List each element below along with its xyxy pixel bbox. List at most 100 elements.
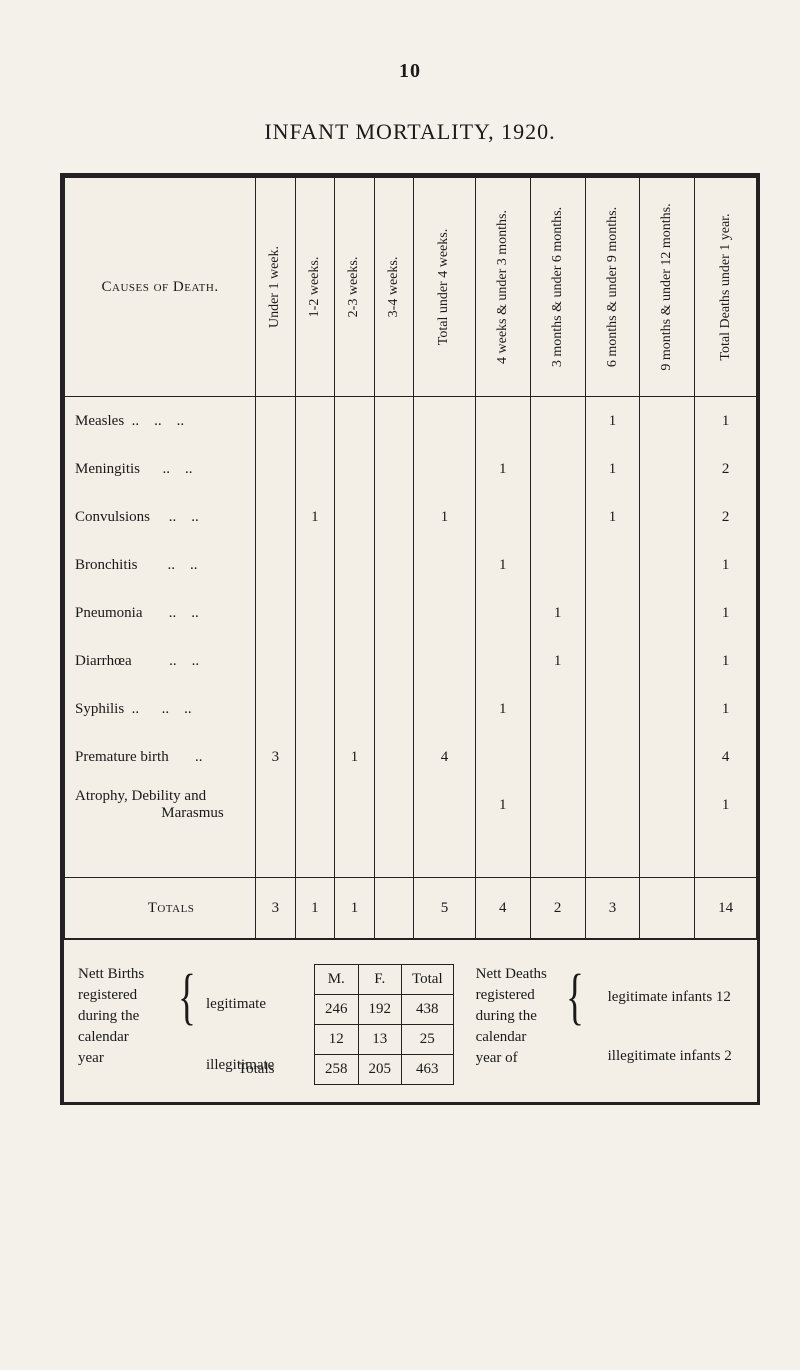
spacer-row [65,829,757,878]
cell [295,397,335,446]
col-1: 1-2 weeks. [295,178,335,397]
totals-cell [374,878,414,939]
table-row: Bronchitis .. ..11 [65,541,757,589]
cell [256,589,296,637]
col-7: 6 months & under 9 months. [585,178,640,397]
cell: 1 [475,781,530,829]
cell [640,445,695,493]
cell: 1 [295,493,335,541]
cause-name: Diarrhœa .. .. [65,637,256,685]
cell [414,781,476,829]
cell: 1 [335,733,375,781]
cause-name: Atrophy, Debility and Marasmus [65,781,256,829]
totals-cell: 4 [475,878,530,939]
cell [256,637,296,685]
totals-cell: 5 [414,878,476,939]
cell [640,781,695,829]
col-4: Total under 4 weeks. [414,178,476,397]
causes-label: Causes of Death. [102,279,219,295]
cell [256,685,296,733]
page: 10 INFANT MORTALITY, 1920. ❧ Causes of D… [0,0,800,1370]
cell [374,685,414,733]
cause-name: Syphilis .. .. .. [65,685,256,733]
totals-cell: 3 [585,878,640,939]
mortality-table: Causes of Death. Under 1 week. 1-2 weeks… [64,177,757,939]
cell [585,637,640,685]
cell [585,781,640,829]
cell [530,397,585,446]
col-9: Total Deaths under 1 year. [695,178,757,397]
cell [374,733,414,781]
cell [335,637,375,685]
cell [475,397,530,446]
cell [530,685,585,733]
cell [335,589,375,637]
cell [640,733,695,781]
cause-name: Pneumonia .. .. [65,589,256,637]
totals-cell: 1 [335,878,375,939]
cell [295,637,335,685]
cell [640,397,695,446]
table-row: Convulsions .. ..1112 [65,493,757,541]
cell: 1 [695,397,757,446]
cell: 2 [695,445,757,493]
cell [335,397,375,446]
cell [640,685,695,733]
col-5: 4 weeks & under 3 months. [475,178,530,397]
cell [414,445,476,493]
totals-cell: 1 [295,878,335,939]
col-8: 9 months & under 12 months. [640,178,695,397]
cell [374,541,414,589]
cell [530,445,585,493]
legitimacy-labels: legitimate illegitimate [206,964,296,1074]
cell [475,493,530,541]
brace-icon: { [178,970,196,1026]
table-row: Pneumonia .. ..11 [65,589,757,637]
births-totals-label: Totals [238,1061,274,1077]
cell [414,589,476,637]
cell: 1 [695,637,757,685]
cell [414,637,476,685]
cell: 1 [414,493,476,541]
nett-births-label: Nett Births registered during the calend… [78,964,188,1069]
cell [335,685,375,733]
cell: 1 [695,541,757,589]
cell [295,781,335,829]
col-total: Total [402,965,454,995]
cell [475,589,530,637]
table-row: Meningitis .. ..112 [65,445,757,493]
cell [374,397,414,446]
cell [256,781,296,829]
cell: 4 [414,733,476,781]
cell [256,445,296,493]
births-deaths-block: Nett Births registered during the calend… [64,939,757,1102]
col-f: F. [358,965,402,995]
cell [414,685,476,733]
col-0: Under 1 week. [256,178,296,397]
cell [585,733,640,781]
cause-name: Measles .. .. .. [65,397,256,446]
cell [475,733,530,781]
births-row-legit: 246 192 438 [315,995,454,1025]
brace-icon: { [566,970,584,1026]
cell [585,589,640,637]
cell [640,541,695,589]
table-row: Syphilis .. .. ..11 [65,685,757,733]
cell [335,445,375,493]
totals-row: Totals311542314 [65,878,757,939]
cell [295,685,335,733]
table-row: Atrophy, Debility and Marasmus11 [65,781,757,829]
cell [640,493,695,541]
table-row: Premature birth ..3144 [65,733,757,781]
cause-name: Bronchitis .. .. [65,541,256,589]
cell [585,541,640,589]
cell [640,589,695,637]
col-2: 2-3 weeks. [335,178,375,397]
cause-name: Premature birth .. [65,733,256,781]
totals-label: Totals [65,878,256,939]
cell [374,781,414,829]
cell: 1 [695,685,757,733]
cell [295,589,335,637]
cell [475,637,530,685]
nett-deaths-label: Nett Deaths registered during the calend… [476,964,576,1069]
